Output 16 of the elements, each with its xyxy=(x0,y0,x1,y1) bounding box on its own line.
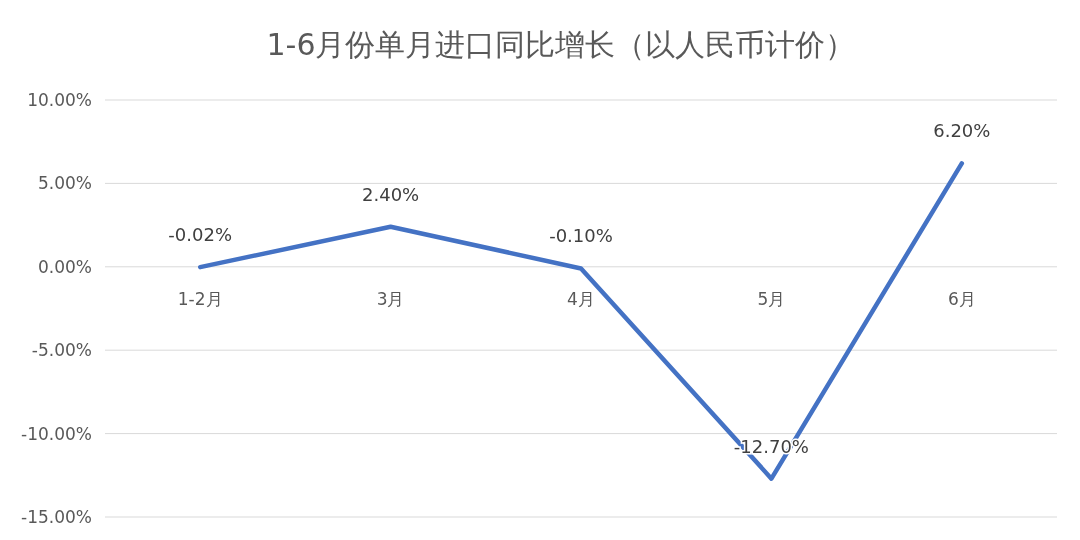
y-tick-label: 10.00% xyxy=(27,90,92,110)
y-tick-label: 5.00% xyxy=(37,173,92,194)
data-label: -0.02% xyxy=(168,224,233,246)
y-tick-label: -10.00% xyxy=(21,423,92,444)
y-tick-label: -5.00% xyxy=(31,340,92,361)
x-tick-label: 3月 xyxy=(376,288,405,309)
data-label: 6.20% xyxy=(933,120,991,142)
x-tick-label: 1-2月 xyxy=(177,288,223,309)
y-tick-label: -15.00% xyxy=(21,507,92,527)
x-tick-label: 6月 xyxy=(947,288,976,309)
x-tick-label: 5月 xyxy=(757,288,786,309)
y-tick-label: 0.00% xyxy=(37,256,92,277)
data-label: 2.40% xyxy=(362,183,420,205)
data-label: -0.10% xyxy=(549,225,613,247)
chart-title: 1-6月份单月进口同比增长（以人民币计价） xyxy=(266,27,856,62)
x-tick-label: 4月 xyxy=(567,288,595,309)
